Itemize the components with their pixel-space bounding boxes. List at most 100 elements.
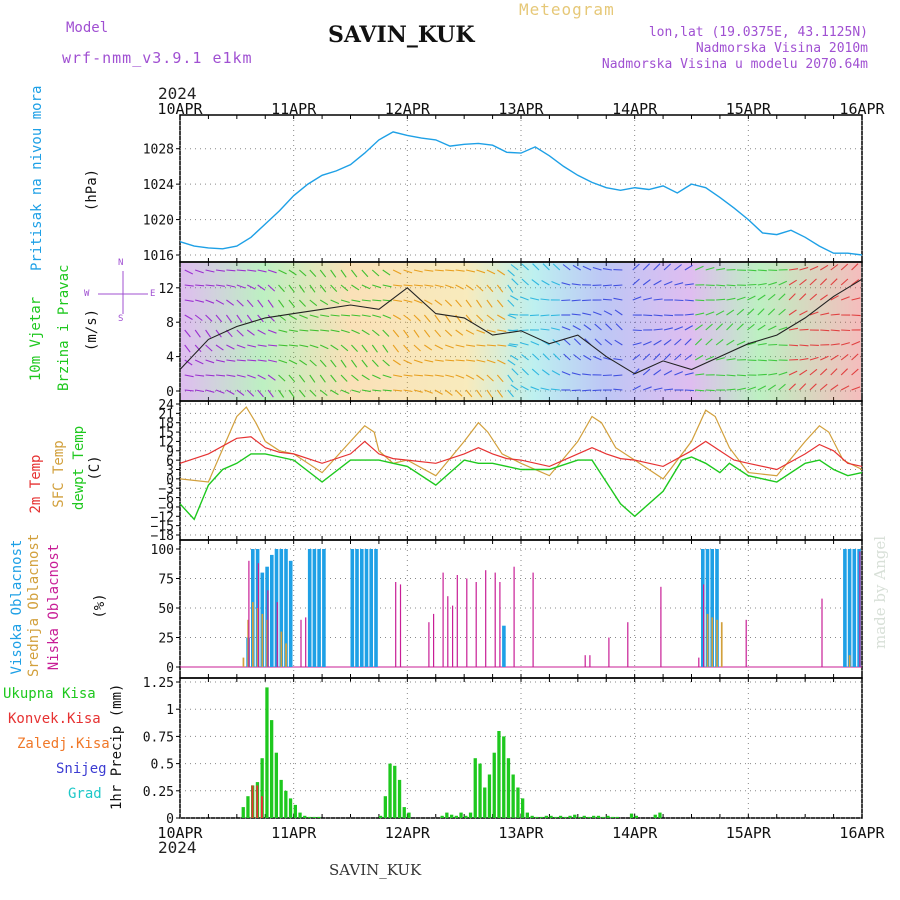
wind-barb	[684, 283, 694, 286]
wind-barb	[529, 314, 540, 317]
low-cloud-bar	[485, 570, 487, 667]
wind-barb	[840, 368, 848, 376]
wind-barb	[830, 313, 840, 316]
wind-barb	[684, 325, 693, 331]
wind-barb	[319, 284, 327, 293]
wind-barb	[674, 264, 682, 271]
wind-barb	[521, 368, 529, 376]
wind-barb	[562, 264, 571, 271]
wind-barb	[840, 296, 850, 301]
wind-barb	[340, 389, 350, 395]
wind-barb	[602, 374, 612, 377]
wind-barb	[632, 278, 640, 286]
wind-barb	[413, 329, 420, 338]
low-cloud-bar	[589, 655, 591, 667]
wind-barb	[830, 264, 839, 271]
wind-barb	[561, 371, 571, 376]
wind-barb	[684, 313, 694, 316]
wind-barb	[267, 299, 274, 308]
x-tick-label-top: 15APR	[726, 100, 772, 118]
wind-barb	[694, 338, 703, 346]
wind-barb	[768, 281, 777, 286]
total-precip-bar	[468, 812, 473, 818]
total-precip-bar	[535, 816, 539, 818]
wind-barb	[799, 344, 809, 347]
wind-barb	[830, 368, 838, 376]
wind-barb	[684, 372, 694, 376]
mid-cloud-bar	[261, 613, 264, 667]
wind-barb	[726, 388, 736, 391]
wind-barb	[319, 374, 326, 383]
y-tick-label: 12	[158, 435, 174, 450]
total-precip-bar	[558, 815, 563, 818]
low-cloud-bar	[399, 584, 402, 667]
wind-barb	[510, 354, 519, 361]
wind-barb	[573, 354, 582, 361]
wind-barb	[757, 373, 767, 376]
wind-barb	[205, 374, 215, 377]
wind-barb	[351, 374, 359, 382]
wind-barb	[257, 344, 267, 347]
wind-barb	[476, 344, 486, 347]
wind-barb	[747, 283, 757, 286]
wind-barb	[351, 314, 361, 317]
wind-barb	[278, 299, 285, 308]
wind-barb	[267, 374, 276, 381]
wind-barb	[663, 263, 672, 271]
y-tick-label: 1020	[143, 214, 174, 229]
wind-barb	[540, 298, 550, 301]
wind-barb	[521, 263, 529, 271]
wind-barb	[778, 280, 788, 286]
wind-barb	[531, 368, 540, 376]
wind-barb	[757, 324, 766, 331]
wind-barb	[445, 284, 454, 289]
wind-barb	[340, 344, 349, 352]
wind-barb	[571, 283, 581, 286]
wind-barb	[403, 314, 412, 321]
wind-barb	[705, 389, 715, 392]
wind-barb	[716, 284, 726, 287]
total-precip-bar	[497, 731, 501, 818]
wind-barb	[819, 278, 828, 286]
wind-barb	[434, 374, 444, 377]
high-cloud-bar	[374, 549, 378, 667]
wind-barb	[205, 269, 215, 273]
model-altitude-info: Nadmorska Visina u modelu 2070.64m	[601, 57, 868, 72]
wind-barb	[561, 326, 571, 331]
wind-barb	[726, 374, 736, 377]
wind-barb	[809, 356, 819, 361]
convective-precip-bar	[261, 796, 263, 818]
wind-barb	[736, 387, 746, 391]
wind-barb	[674, 299, 684, 302]
low-cloud-bar	[442, 572, 444, 667]
wind-barb	[382, 284, 392, 288]
total-precip-bar	[279, 779, 283, 818]
wind-barb	[653, 339, 662, 346]
wind-barb	[684, 338, 692, 346]
wind-barb	[298, 284, 305, 293]
wind-barb	[288, 329, 298, 332]
total-precip-bar	[516, 787, 520, 818]
wind-barb	[298, 269, 307, 277]
wind-barb	[246, 389, 255, 397]
total-precip-bar	[634, 815, 638, 818]
lonlat-info: lon,lat (19.0375E, 43.1125N)	[648, 25, 868, 40]
wind-barb	[267, 269, 277, 274]
low-cloud-bar	[267, 590, 269, 667]
x-tick-label-bottom: 11APR	[271, 824, 317, 842]
wind-barb	[663, 314, 674, 317]
wind-barb	[299, 359, 308, 366]
wind-barb	[530, 340, 540, 346]
wind-barb	[382, 389, 392, 392]
wind-barb	[747, 269, 757, 272]
y-tick-label: 0.25	[143, 785, 174, 800]
low-cloud-bar	[698, 657, 700, 667]
wind-barb	[663, 280, 673, 286]
wind-barb	[372, 299, 382, 302]
wind-barb	[684, 299, 694, 302]
wind-barb	[674, 353, 682, 361]
wind-barb	[541, 369, 550, 376]
precip-legend-frz: Zaledj.Kisa	[17, 736, 110, 752]
wind-barb	[205, 389, 215, 393]
